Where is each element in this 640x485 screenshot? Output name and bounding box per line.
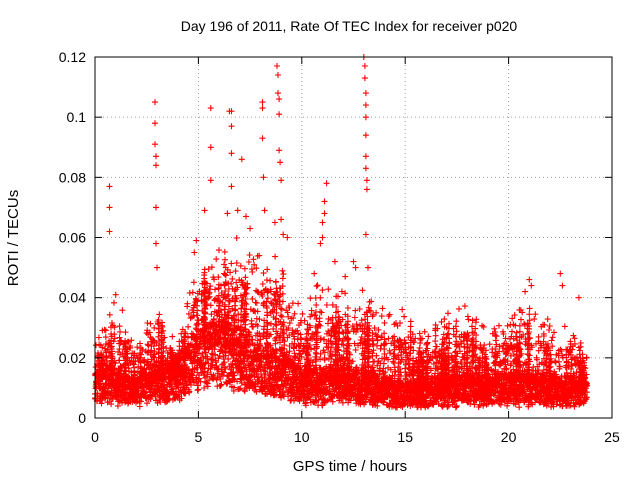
data-point [516,404,522,410]
data-point [300,311,306,317]
data-points [92,54,590,411]
data-point [234,235,240,241]
data-point [227,299,233,305]
data-point [549,338,555,344]
data-point [325,286,331,292]
chart-title: Day 196 of 2011, Rate Of TEC Index for r… [181,18,518,34]
data-point [462,303,468,309]
data-point [111,300,117,306]
data-point [250,256,256,262]
data-point [550,334,556,340]
data-point [496,323,502,329]
data-point [280,271,286,277]
data-point [505,323,511,329]
data-point [144,320,150,326]
data-point [288,397,294,403]
data-point [96,335,102,341]
data-point [324,302,330,308]
data-point [360,287,366,293]
data-point [536,334,542,340]
data-point [465,316,471,322]
data-point [228,261,234,267]
data-point [295,301,301,307]
data-point [236,386,242,392]
data-point [184,301,190,307]
data-point [191,279,197,285]
data-point [532,311,538,317]
data-point [218,383,224,389]
data-point [312,312,318,318]
data-point [491,326,497,332]
data-point [292,311,298,317]
data-point [445,310,451,316]
data-point [545,316,551,322]
data-point [190,289,196,295]
data-point [403,341,409,347]
data-point [456,306,462,312]
data-point [319,287,325,293]
data-point [380,305,386,311]
data-point [272,254,278,260]
data-point [387,312,393,318]
data-point [134,344,140,350]
data-point [247,252,253,258]
data-point [518,317,524,323]
data-point [169,334,175,340]
data-point [319,310,325,316]
data-point [246,259,252,265]
data-point [228,281,234,287]
data-point [314,283,320,289]
data-point [203,380,209,386]
data-point [401,314,407,320]
data-point [509,329,515,335]
data-point [233,268,239,274]
data-point [249,296,255,302]
data-point [148,321,154,327]
data-point [379,313,385,319]
data-point [307,295,313,301]
data-point [249,318,255,324]
data-point [195,386,201,392]
data-point [309,308,315,314]
data-point [386,313,392,319]
data-point [265,295,271,301]
data-point [261,270,267,276]
data-point [185,324,191,330]
data-point [107,312,113,318]
data-point [249,269,255,275]
data-point [156,311,162,317]
data-point [213,256,219,262]
data-point [553,360,559,366]
data-point [382,320,388,326]
data-point [103,327,109,333]
data-point [254,300,260,306]
data-point [216,247,222,253]
data-point [238,263,244,269]
data-point [439,319,445,325]
data-point [531,316,537,322]
data-point [137,404,143,410]
data-point [234,260,240,266]
data-point [208,302,214,308]
data-point [119,307,125,313]
data-point [315,282,321,288]
data-point [260,281,266,287]
data-point [352,315,358,321]
data-point [287,320,293,326]
data-point [547,323,553,329]
data-point [399,307,405,313]
